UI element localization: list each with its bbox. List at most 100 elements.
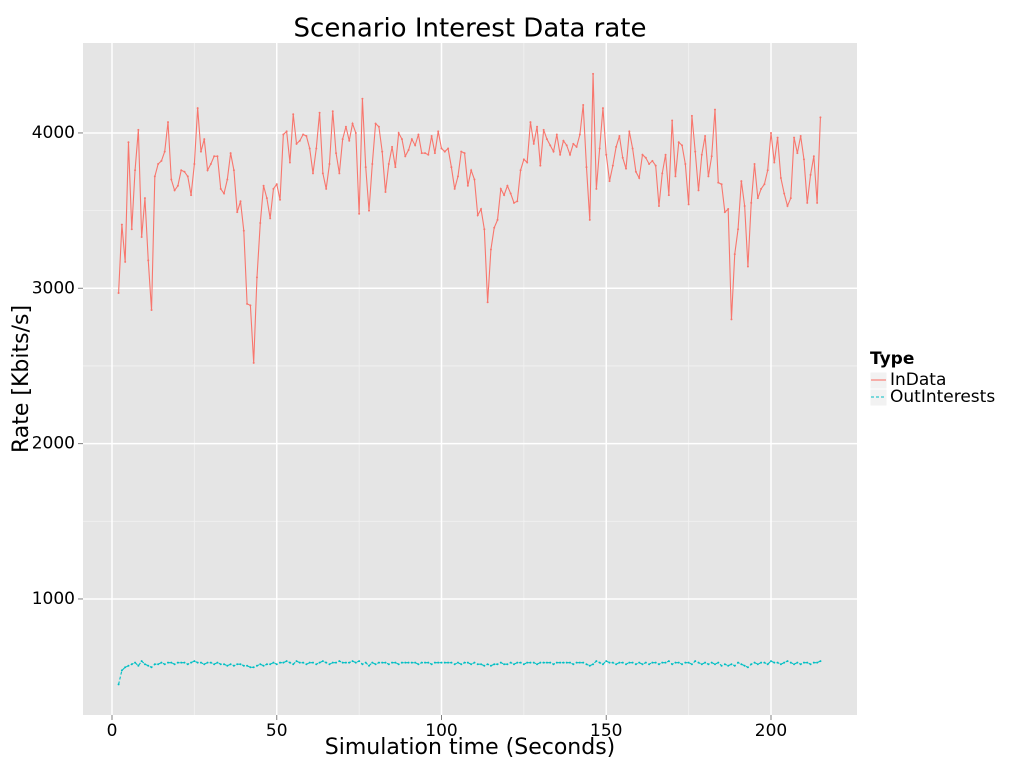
data-point — [176, 184, 179, 187]
data-point — [193, 163, 196, 166]
data-point — [160, 159, 163, 162]
data-point — [321, 172, 324, 175]
data-point — [763, 183, 766, 186]
data-point — [638, 176, 641, 179]
data-point — [667, 194, 670, 197]
data-point — [150, 309, 153, 312]
data-point — [661, 661, 664, 664]
data-point — [697, 661, 700, 664]
data-point — [786, 660, 789, 663]
data-point — [450, 661, 453, 664]
data-point — [476, 663, 479, 666]
data-point — [252, 361, 255, 364]
data-point — [180, 169, 183, 172]
data-point — [486, 301, 489, 304]
data-point — [190, 661, 193, 664]
data-point — [134, 661, 137, 664]
data-point — [740, 663, 743, 666]
data-point — [730, 318, 733, 321]
data-point — [420, 152, 423, 155]
data-point — [275, 183, 278, 186]
data-point — [302, 661, 305, 664]
data-point — [315, 663, 318, 666]
data-point — [506, 184, 509, 187]
data-point — [549, 144, 552, 147]
data-point — [203, 138, 206, 141]
data-point — [720, 183, 723, 186]
data-point — [229, 152, 232, 155]
plot-background — [83, 43, 857, 715]
data-point — [710, 155, 713, 158]
data-point — [743, 204, 746, 207]
data-point — [213, 663, 216, 666]
data-point — [134, 169, 137, 172]
data-point — [262, 184, 265, 187]
data-point — [252, 666, 255, 669]
data-point — [733, 664, 736, 667]
data-point — [285, 130, 288, 133]
data-point — [463, 152, 466, 155]
data-point — [203, 663, 206, 666]
data-point — [493, 226, 496, 229]
data-point — [404, 661, 407, 664]
data-point — [173, 663, 176, 666]
data-point — [124, 666, 127, 669]
data-point — [552, 663, 555, 666]
data-point — [796, 661, 799, 664]
data-point — [802, 158, 805, 161]
data-point — [608, 661, 611, 664]
data-point — [638, 661, 641, 664]
data-point — [255, 664, 258, 667]
data-point — [489, 664, 492, 667]
data-point — [569, 661, 572, 664]
data-point — [447, 147, 450, 150]
data-point — [713, 108, 716, 111]
x-tick-label: 50 — [266, 721, 288, 741]
data-point — [618, 135, 621, 138]
data-point — [180, 661, 183, 664]
data-point — [601, 107, 604, 110]
data-point — [377, 661, 380, 664]
data-point — [167, 121, 170, 124]
data-point — [690, 663, 693, 666]
data-point — [414, 144, 417, 147]
data-point — [127, 664, 130, 667]
data-point — [592, 72, 595, 75]
data-point — [176, 661, 179, 664]
data-point — [229, 663, 232, 666]
data-point — [196, 107, 199, 110]
data-point — [489, 248, 492, 251]
data-point — [328, 163, 331, 166]
data-point — [750, 201, 753, 204]
data-point — [427, 661, 430, 664]
data-point — [216, 155, 219, 158]
data-point — [786, 204, 789, 207]
data-point — [265, 197, 268, 200]
data-point — [641, 153, 644, 156]
data-point — [341, 138, 344, 141]
data-point — [516, 200, 519, 203]
data-point — [760, 187, 763, 190]
x-tick-label: 200 — [755, 721, 787, 741]
legend-label: OutInterests — [890, 387, 995, 407]
data-point — [262, 664, 265, 667]
data-point — [213, 155, 216, 158]
data-point — [532, 142, 535, 145]
data-point — [338, 660, 341, 663]
series-line — [118, 660, 821, 685]
data-point — [351, 122, 354, 125]
data-point — [470, 663, 473, 666]
data-point — [331, 661, 334, 664]
data-point — [569, 153, 572, 156]
data-point — [275, 663, 278, 666]
data-point — [522, 158, 525, 161]
data-point — [193, 660, 196, 663]
data-point — [117, 683, 120, 686]
data-point — [483, 664, 486, 667]
data-point — [364, 661, 367, 664]
data-point — [272, 187, 275, 190]
data-point — [783, 661, 786, 664]
data-point — [437, 130, 440, 133]
data-point — [295, 660, 298, 663]
data-point — [318, 111, 321, 114]
